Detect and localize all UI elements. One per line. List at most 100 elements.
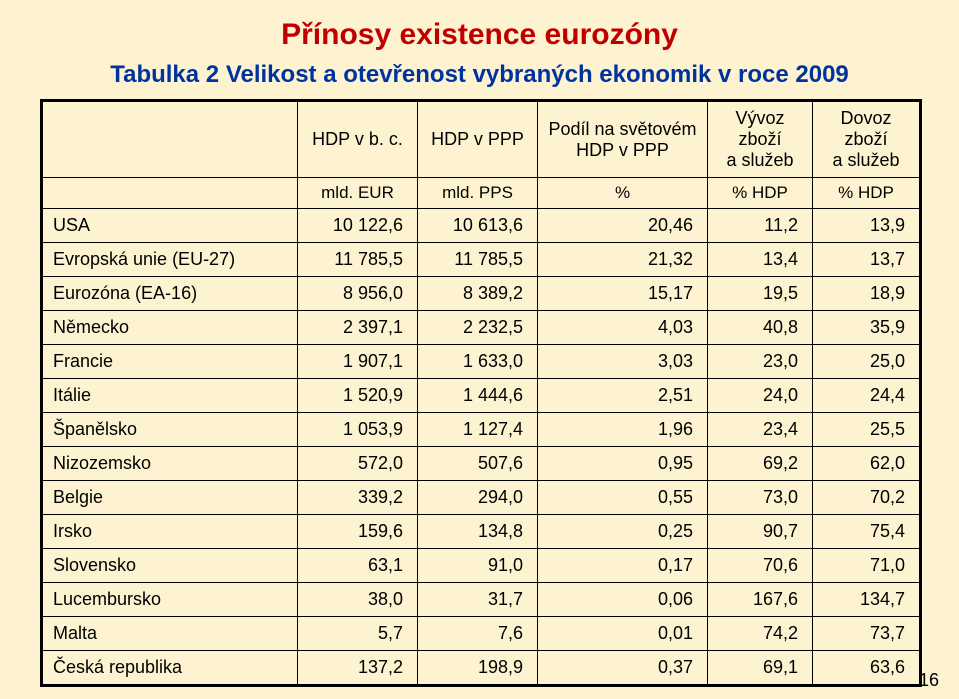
cell-value: 2 397,1 xyxy=(298,311,418,345)
cell-value: 19,5 xyxy=(708,277,813,311)
table-row: Španělsko1 053,91 127,41,9623,425,5 xyxy=(42,413,921,447)
cell-value: 25,5 xyxy=(813,413,921,447)
cell-value: 159,6 xyxy=(298,515,418,549)
cell-value: 21,32 xyxy=(538,243,708,277)
table-row: Lucembursko38,031,70,06167,6134,7 xyxy=(42,583,921,617)
cell-value: 71,0 xyxy=(813,549,921,583)
column-unit: mld. EUR xyxy=(298,178,418,209)
cell-value: 4,03 xyxy=(538,311,708,345)
cell-value: 35,9 xyxy=(813,311,921,345)
column-unit xyxy=(42,178,298,209)
cell-value: 24,0 xyxy=(708,379,813,413)
column-unit: % xyxy=(538,178,708,209)
row-label: Nizozemsko xyxy=(42,447,298,481)
row-label: Španělsko xyxy=(42,413,298,447)
cell-value: 90,7 xyxy=(708,515,813,549)
cell-value: 23,4 xyxy=(708,413,813,447)
row-label: Lucembursko xyxy=(42,583,298,617)
cell-value: 1 444,6 xyxy=(418,379,538,413)
column-unit: % HDP xyxy=(708,178,813,209)
table-row: USA10 122,610 613,620,4611,213,9 xyxy=(42,209,921,243)
row-label: Irsko xyxy=(42,515,298,549)
cell-value: 10 122,6 xyxy=(298,209,418,243)
cell-value: 11,2 xyxy=(708,209,813,243)
cell-value: 24,4 xyxy=(813,379,921,413)
cell-value: 134,7 xyxy=(813,583,921,617)
cell-value: 1 127,4 xyxy=(418,413,538,447)
row-label: Francie xyxy=(42,345,298,379)
cell-value: 62,0 xyxy=(813,447,921,481)
cell-value: 70,2 xyxy=(813,481,921,515)
cell-value: 40,8 xyxy=(708,311,813,345)
cell-value: 1,96 xyxy=(538,413,708,447)
cell-value: 5,7 xyxy=(298,617,418,651)
cell-value: 572,0 xyxy=(298,447,418,481)
cell-value: 8 956,0 xyxy=(298,277,418,311)
slide-subtitle: Tabulka 2 Velikost a otevřenost vybranýc… xyxy=(40,61,919,90)
cell-value: 38,0 xyxy=(298,583,418,617)
cell-value: 7,6 xyxy=(418,617,538,651)
cell-value: 0,95 xyxy=(538,447,708,481)
cell-value: 13,7 xyxy=(813,243,921,277)
row-label: Eurozóna (EA-16) xyxy=(42,277,298,311)
table-row: Německo2 397,12 232,54,0340,835,9 xyxy=(42,311,921,345)
cell-value: 20,46 xyxy=(538,209,708,243)
cell-value: 69,1 xyxy=(708,651,813,686)
slide-title: Přínosy existence eurozóny xyxy=(40,18,919,53)
cell-value: 137,2 xyxy=(298,651,418,686)
cell-value: 134,8 xyxy=(418,515,538,549)
cell-value: 2 232,5 xyxy=(418,311,538,345)
economies-table: HDP v b. c.HDP v PPPPodíl na světovémHDP… xyxy=(40,99,922,687)
cell-value: 18,9 xyxy=(813,277,921,311)
cell-value: 73,0 xyxy=(708,481,813,515)
table-row: Evropská unie (EU-27)11 785,511 785,521,… xyxy=(42,243,921,277)
cell-value: 1 907,1 xyxy=(298,345,418,379)
table-row: Malta5,77,60,0174,273,7 xyxy=(42,617,921,651)
cell-value: 198,9 xyxy=(418,651,538,686)
cell-value: 25,0 xyxy=(813,345,921,379)
cell-value: 1 520,9 xyxy=(298,379,418,413)
cell-value: 507,6 xyxy=(418,447,538,481)
column-header: HDP v PPP xyxy=(418,101,538,178)
cell-value: 23,0 xyxy=(708,345,813,379)
column-unit: mld. PPS xyxy=(418,178,538,209)
cell-value: 0,17 xyxy=(538,549,708,583)
table-row: Itálie1 520,91 444,62,5124,024,4 xyxy=(42,379,921,413)
cell-value: 0,55 xyxy=(538,481,708,515)
cell-value: 63,6 xyxy=(813,651,921,686)
cell-value: 91,0 xyxy=(418,549,538,583)
column-header: HDP v b. c. xyxy=(298,101,418,178)
cell-value: 11 785,5 xyxy=(418,243,538,277)
cell-value: 10 613,6 xyxy=(418,209,538,243)
cell-value: 0,01 xyxy=(538,617,708,651)
row-label: Itálie xyxy=(42,379,298,413)
cell-value: 13,9 xyxy=(813,209,921,243)
table-row: Eurozóna (EA-16)8 956,08 389,215,1719,51… xyxy=(42,277,921,311)
cell-value: 75,4 xyxy=(813,515,921,549)
table-row: Nizozemsko572,0507,60,9569,262,0 xyxy=(42,447,921,481)
table-header: HDP v b. c.HDP v PPPPodíl na světovémHDP… xyxy=(42,101,921,209)
cell-value: 294,0 xyxy=(418,481,538,515)
column-unit: % HDP xyxy=(813,178,921,209)
table-row: Slovensko63,191,00,1770,671,0 xyxy=(42,549,921,583)
table-row: Francie1 907,11 633,03,0323,025,0 xyxy=(42,345,921,379)
table-row: Česká republika137,2198,90,3769,163,6 xyxy=(42,651,921,686)
cell-value: 69,2 xyxy=(708,447,813,481)
cell-value: 1 053,9 xyxy=(298,413,418,447)
row-label: Česká republika xyxy=(42,651,298,686)
column-header xyxy=(42,101,298,178)
cell-value: 13,4 xyxy=(708,243,813,277)
cell-value: 63,1 xyxy=(298,549,418,583)
cell-value: 167,6 xyxy=(708,583,813,617)
row-label: Slovensko xyxy=(42,549,298,583)
row-label: Evropská unie (EU-27) xyxy=(42,243,298,277)
cell-value: 2,51 xyxy=(538,379,708,413)
slide: Přínosy existence eurozóny Tabulka 2 Vel… xyxy=(0,0,959,699)
cell-value: 74,2 xyxy=(708,617,813,651)
cell-value: 0,06 xyxy=(538,583,708,617)
table-body: USA10 122,610 613,620,4611,213,9Evropská… xyxy=(42,209,921,686)
column-header: Vývoz zbožía služeb xyxy=(708,101,813,178)
row-label: USA xyxy=(42,209,298,243)
page-number: 16 xyxy=(919,670,939,691)
cell-value: 31,7 xyxy=(418,583,538,617)
